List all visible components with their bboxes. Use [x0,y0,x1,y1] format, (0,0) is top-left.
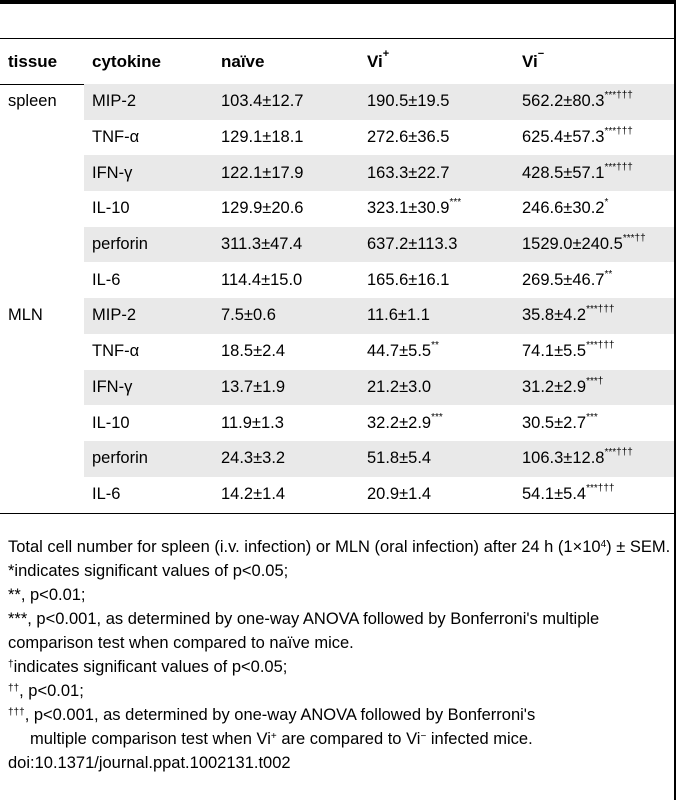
cell-cytokine: MIP-2 [84,84,213,120]
right-border [674,0,676,800]
cell-vi-plus: 32.2±2.9*** [367,411,443,432]
table-header-row: tissue cytokine naïve Vi+ Vi− [0,40,674,84]
cell-tissue [0,405,84,441]
cell-vi-minus: 54.1±5.4***††† [522,482,615,503]
cell-vi-plus: 190.5±19.5 [359,84,514,120]
cell-cytokine: TNF-α [92,342,140,361]
cell-naive: 11.9±1.3 [221,413,284,432]
header-tissue: tissue [8,52,58,71]
footnote-total: Total cell number for spleen (i.v. infec… [8,538,671,556]
cell-naive: 122.1±17.9 [213,155,359,192]
table-row: IFN-γ 122.1±17.9 163.3±22.7 428.5±57.1***††… [0,155,674,192]
cell-vi-plus: 323.1±30.9*** [367,197,462,218]
cell-tissue [0,120,84,156]
cell-cytokine: perforin [84,226,213,263]
table-row: IL-6 114.4±15.0 165.6±16.1 269.5±46.7** [0,262,674,298]
table-footnotes: Total cell number for spleen (i.v. infec… [8,535,672,775]
cell-vi-plus: 163.3±22.7 [359,155,514,192]
cell-vi-plus: 20.9±1.4 [367,484,432,503]
cell-tissue [0,191,84,227]
cell-naive: 311.3±47.4 [213,226,359,263]
cell-vi-minus: 1529.0±240.5***†† [514,226,674,263]
cell-vi-plus: 44.7±5.5** [367,340,439,361]
cell-tissue [0,370,84,406]
table-row: IL-10 129.9±20.6 323.1±30.9*** 246.6±30.2* [0,191,674,227]
cell-naive: 24.3±3.2 [213,440,359,477]
cytokine-table: tissue cytokine naïve Vi+ Vi− spleen MIP-… [0,40,674,512]
doi: doi:10.1371/journal.ppat.1002131.t002 [8,754,291,772]
cell-cytokine: TNF-α [92,128,140,147]
cell-vi-minus: 74.1±5.5***††† [522,340,615,361]
footnote-dagger2: ††, p<0.01; [8,682,84,700]
cell-vi-minus: 246.6±30.2* [522,197,609,218]
cell-naive: 103.4±12.7 [213,84,359,120]
footnote-dagger1: †indicates significant values of p<0.05; [8,658,288,676]
cell-tissue: MLN [8,306,43,325]
cell-cytokine: IL-6 [92,484,121,503]
header-vi-minus: Vi− [522,48,545,71]
cell-naive: 7.5±0.6 [213,298,359,334]
top-rule [0,0,676,4]
table-row: perforin 311.3±47.4 637.2±113.3 1529.0±240.… [0,226,674,263]
table-row: spleen MIP-2 103.4±12.7 190.5±19.5 562.2±80.… [0,84,674,120]
cell-vi-minus: 428.5±57.1***††† [514,155,674,192]
cell-cytokine: IL-6 [92,270,121,289]
header-naive: naïve [221,52,265,71]
cell-tissue [0,477,84,513]
cell-vi-plus: 272.6±36.5 [367,128,450,147]
cell-vi-plus: 165.6±16.1 [367,270,450,289]
cell-cytokine: IL-10 [92,413,130,432]
cell-tissue [0,155,84,191]
footnote-star2: **, p<0.01; [8,586,86,604]
table-bottom-rule [0,513,676,514]
cell-tissue [0,227,84,263]
cell-naive: 14.2±1.4 [221,484,286,503]
header-cytokine: cytokine [92,52,161,71]
footnote-dagger3: †††, p<0.001, as determined by one-way A… [8,706,536,724]
table-row: IFN-γ 13.7±1.9 21.2±3.0 31.2±2.9***† [0,369,674,406]
table-row: TNF-α 18.5±2.4 44.7±5.5** 74.1±5.5***††† [0,334,674,370]
footnote-star3: ***, p<0.001, as determined by one-way A… [8,610,600,652]
cell-tissue [0,334,84,370]
cell-cytokine: MIP-2 [84,298,213,334]
cell-vi-minus: 625.4±57.3***††† [522,126,633,147]
cell-vi-minus: 562.2±80.3***††† [514,84,674,120]
table-row: perforin 24.3±3.2 51.8±5.4 106.3±12.8***††† [0,440,674,477]
footnote-star1: *indicates significant values of p<0.05; [8,562,289,580]
cell-vi-plus: 11.6±1.1 [359,298,514,334]
cell-vi-plus: 21.2±3.0 [359,369,514,406]
cell-vi-minus: 35.8±4.2***††† [514,298,674,334]
footnote-dagger3-cont: multiple comparison test when Vi+ are co… [30,730,533,748]
header-vi-plus: Vi+ [367,48,390,71]
cell-naive: 13.7±1.9 [213,369,359,406]
cell-naive: 114.4±15.0 [221,270,303,289]
cell-vi-plus: 51.8±5.4 [359,440,514,477]
cell-cytokine: IFN-γ [84,155,213,192]
cell-cytokine: perforin [84,440,213,477]
cell-naive: 18.5±2.4 [221,342,286,361]
cell-naive: 129.9±20.6 [221,199,304,218]
cell-vi-minus: 31.2±2.9***† [514,369,674,406]
cell-cytokine: IL-10 [92,199,130,218]
cell-cytokine: IFN-γ [84,369,213,406]
cell-tissue [0,441,84,477]
table-row: IL-10 11.9±1.3 32.2±2.9*** 30.5±2.7*** [0,405,674,441]
cell-tissue: spleen [8,92,57,111]
cell-vi-minus: 106.3±12.8***††† [514,440,674,477]
cell-naive: 129.1±18.1 [221,128,304,147]
table-row: TNF-α 129.1±18.1 272.6±36.5 625.4±57.3***††… [0,120,674,156]
table-row: IL-6 14.2±1.4 20.9±1.4 54.1±5.4***††† [0,477,674,513]
cell-vi-plus: 637.2±113.3 [359,226,514,263]
cell-vi-minus: 30.5±2.7*** [522,411,598,432]
cell-tissue [0,262,84,298]
header-top-rule [0,38,676,39]
cell-vi-minus: 269.5±46.7** [522,268,613,289]
table-row: MLN MIP-2 7.5±0.6 11.6±1.1 35.8±4.2***††† [0,298,674,334]
